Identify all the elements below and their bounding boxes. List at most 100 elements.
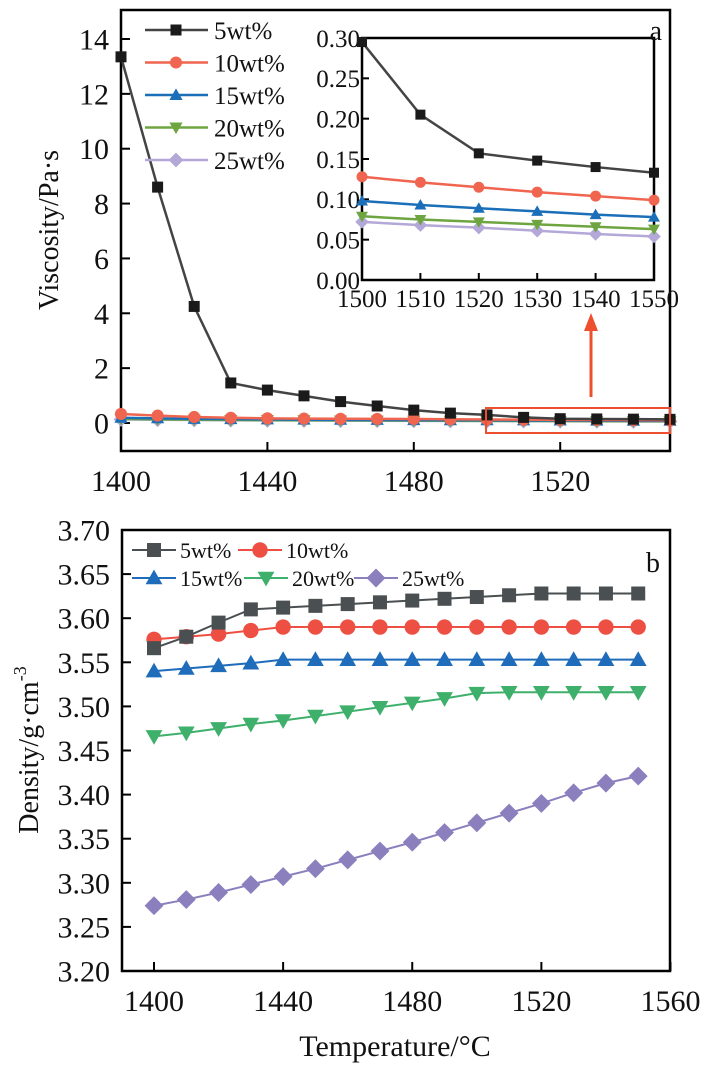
panel-b-data-point (468, 686, 486, 702)
panel-a-data-point (408, 404, 420, 416)
legend-marker-icon (170, 24, 182, 36)
panel-b-y-tick-label: 3.45 (58, 735, 111, 768)
panel-a-data-point (371, 412, 384, 425)
legend-label: 15wt% (180, 566, 242, 591)
legend-item-20wtpct: 20wt% (244, 566, 354, 591)
panel-b-data-point (338, 850, 358, 870)
panel-a-data-point (152, 181, 164, 193)
panel-b-y-tick-label: 3.30 (58, 867, 111, 900)
inset-x-tick-label: 1550 (629, 286, 679, 313)
panel-b-density: 3.20 3.25 3.30 3.35 3.40 3.45 3.50 3.55 3.60 3.65… (10, 515, 701, 1064)
panel-b-data-point (437, 591, 452, 606)
panel-b-data-point (273, 867, 293, 887)
panel-b-data-point (565, 685, 583, 701)
legend-marker-icon (169, 88, 183, 100)
inset-x-tick-label: 1540 (571, 286, 621, 313)
inset-y-tick-label: 0.10 (316, 187, 360, 214)
inset-series (355, 37, 661, 244)
inset-data-point (590, 190, 602, 202)
panel-b-data-point (436, 651, 453, 666)
panel-b-data-point (177, 660, 195, 675)
inset-line (361, 220, 655, 238)
panel-b-y-tick-label: 3.50 (58, 691, 111, 724)
inset-data-point (531, 186, 543, 198)
legend-marker-icon (145, 569, 163, 585)
panel-b-data-point (564, 783, 584, 803)
panel-a-data-point (297, 412, 311, 425)
panel-b-data-point (147, 641, 161, 656)
inset-line (361, 215, 655, 231)
panel-b-data-point (628, 766, 648, 786)
legend-item-20wtpct: 20wt% (145, 116, 285, 143)
panel-b-data-point (469, 619, 485, 635)
panel-b-data-point (436, 692, 453, 707)
panel-b-data-point (371, 651, 389, 666)
panel-a-data-point (407, 412, 420, 426)
legend-marker-icon (147, 543, 161, 557)
inset-data-point (532, 155, 543, 166)
legend-item-15wtpct: 15wt% (145, 83, 285, 110)
legend-marker-icon (169, 122, 183, 135)
legend-item-5wtpct: 5wt% (132, 538, 231, 563)
panel-a-data-point (591, 413, 603, 425)
panel-b-series-15wtpct (145, 651, 647, 678)
panel-a-frame (119, 8, 672, 453)
legend-label: 20wt% (214, 116, 285, 143)
panel-b-data-point (307, 619, 324, 635)
panel-b-data-point (629, 685, 647, 701)
panel-b-line (153, 691, 639, 738)
panel-a-data-point (151, 409, 164, 422)
panel-a-legend: 5wt% 10wt% 15wt% 20wt% 25wt% (145, 18, 285, 175)
panel-a-viscosity: 0 2 4 6 8 10 12 14 1400 1440 1480 1520 Viscosity/P… (34, 8, 679, 498)
inset-y-tick-label: 0.00 (316, 268, 360, 295)
legend-item-10wtpct: 10wt% (145, 51, 285, 78)
panel-b-line (153, 658, 639, 673)
panel-b-data-point (179, 629, 194, 644)
panel-b-data-point (145, 662, 163, 678)
inset-y-tick-label: 0.25 (316, 66, 360, 93)
legend-label: 5wt% (180, 538, 231, 563)
panel-a-y-tick-label: 12 (79, 78, 109, 111)
panel-a-x-tick-label: 1480 (384, 465, 444, 498)
panel-a-data-point (334, 412, 347, 425)
inset-x-tick-label: 1510 (395, 286, 445, 313)
panel-b-data-point (565, 651, 583, 666)
panel-b-data-point (436, 619, 453, 635)
inset-y-tick-label: 0.20 (316, 106, 360, 133)
panel-b-data-point (210, 722, 227, 737)
panel-b-data-point (307, 709, 324, 725)
panel-b-line (153, 626, 639, 641)
panel-b-data-point (274, 651, 292, 666)
panel-b-y-tick-label: 3.70 (58, 515, 111, 548)
panel-b-data-point (275, 619, 291, 635)
legend-label: 10wt% (214, 51, 285, 78)
inset-data-point (648, 194, 660, 206)
panel-b-data-point (500, 651, 518, 666)
panel-b-data-point (534, 586, 549, 601)
panel-b-data-point (597, 685, 615, 701)
panel-b-x-tick-label: 1440 (253, 985, 313, 1018)
panel-a-data-point (371, 400, 383, 412)
panel-b-data-point (340, 597, 355, 612)
panel-b-data-point (597, 651, 615, 666)
panel-a-y-tick-label: 6 (94, 243, 109, 276)
panel-b-data-point (370, 841, 390, 861)
legend-label: 5wt% (214, 18, 272, 45)
panel-a-data-point (188, 300, 200, 312)
panel-a-data-point (518, 411, 530, 423)
panel-a-data-point (225, 377, 237, 389)
panel-a-data-point (261, 384, 273, 396)
panel-b-data-point (243, 602, 258, 617)
panel-b-data-point (339, 619, 356, 635)
inset-data-point (356, 194, 368, 206)
inset-y-tick-label: 0.05 (316, 227, 360, 254)
legend-label: 10wt% (286, 538, 348, 563)
panel-b-data-point (467, 813, 487, 833)
panel-a-y-ticks: 0 2 4 6 8 10 12 14 (79, 24, 130, 441)
panel-b-data-point (144, 896, 164, 916)
inset-series-5wtpct (357, 37, 659, 178)
inset-y-ticks: 0.00 0.05 0.10 0.15 0.20 0.25 0.30 (316, 26, 369, 295)
legend-marker-icon (169, 56, 183, 69)
panel-b-y-axis-title-text: Density/g·cm (14, 681, 45, 834)
panel-b-data-point (468, 651, 486, 666)
